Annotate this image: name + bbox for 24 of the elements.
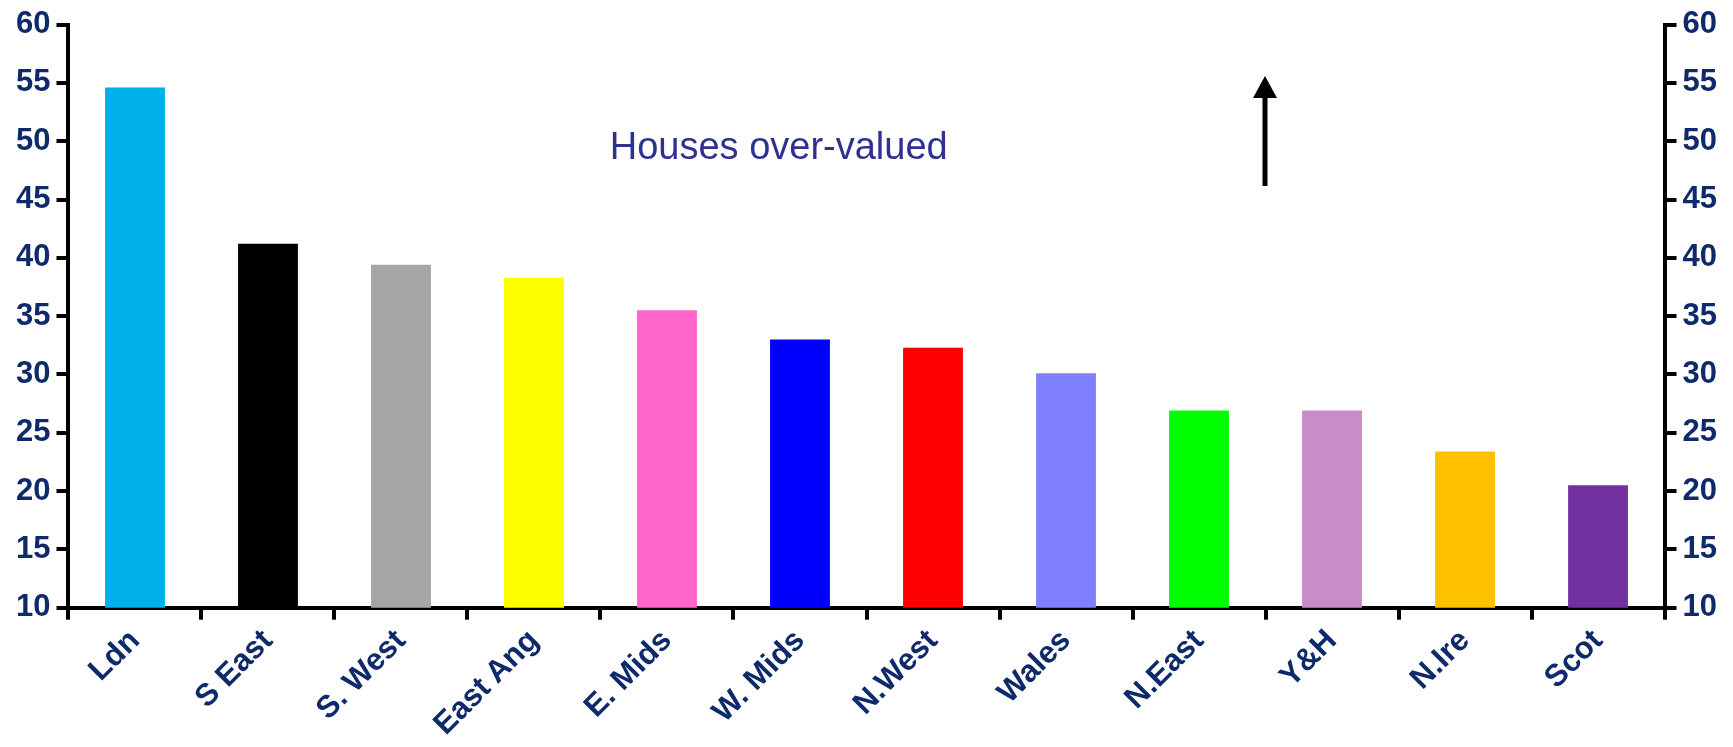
y2-tick-label: 15 (1682, 529, 1717, 565)
y-tick-label: 35 (16, 296, 51, 332)
y-tick-label: 55 (16, 63, 51, 99)
y-tick-label: 45 (16, 180, 51, 216)
y2-tick-label: 25 (1682, 413, 1717, 449)
y-tick-label: 30 (16, 355, 51, 390)
y2-tick-label: 45 (1682, 180, 1717, 216)
y-tick-label: 60 (16, 5, 51, 41)
y-tick-label: 25 (16, 413, 51, 449)
y-tick-label: 50 (16, 121, 51, 157)
y2-tick-label: 60 (1682, 5, 1717, 41)
y-tick-label: 10 (16, 588, 51, 624)
x-tick-label: Ldn (81, 622, 146, 688)
y-tick-label: 15 (16, 529, 51, 565)
y2-tick-label: 55 (1682, 63, 1717, 99)
y-tick-label: 40 (16, 238, 51, 274)
y2-tick-label: 50 (1682, 121, 1717, 157)
y2-tick-label: 30 (1682, 355, 1717, 390)
y2-tick-label: 10 (1682, 588, 1717, 624)
y2-tick-label: 35 (1682, 296, 1717, 332)
y2-tick-label: 40 (1682, 238, 1717, 274)
annotation: Houses over-valued (609, 125, 948, 168)
y-tick-label: 20 (16, 471, 51, 507)
y2-tick-label: 20 (1682, 471, 1717, 507)
